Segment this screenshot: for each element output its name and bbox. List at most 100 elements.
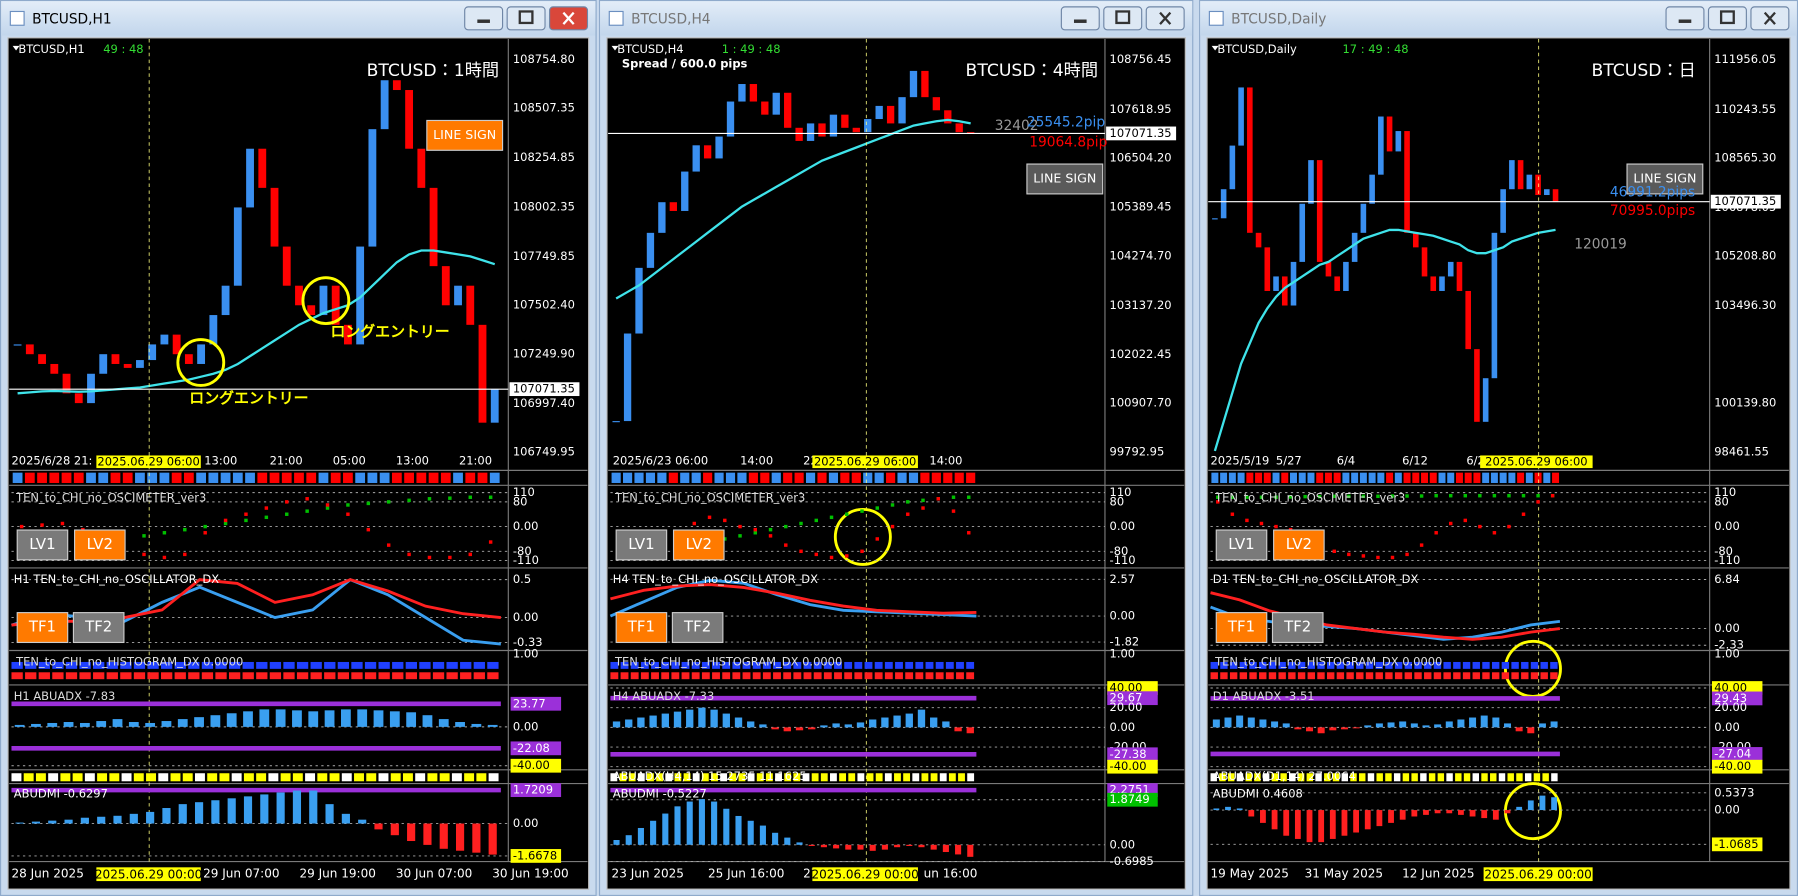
histogram-cell [446,672,458,680]
histogram-cell [1288,672,1296,680]
histogram-cell [1210,672,1218,680]
indicator-button[interactable] [16,529,69,561]
oscimeter-dot [305,497,309,501]
histogram-cell [762,661,771,669]
y-tick-label: -27.38 [1110,747,1147,761]
status-cell [243,773,254,782]
indicator-button[interactable] [1271,612,1324,644]
candle [1351,232,1358,262]
trend-block [1482,472,1490,483]
y-tick-label: 1.00 [1714,647,1740,661]
indicator-button[interactable] [1273,529,1325,561]
trend-block [657,472,667,483]
chart-window: BTCUSD,H1 108754.80 108507.35 108254.85 1080… [0,0,597,896]
histogram-cell [630,661,639,669]
oscimeter-dot [203,524,207,529]
histogram-cell [742,661,751,669]
y-tick-label: 0.00 [513,610,539,624]
candle [417,148,426,188]
indicator-button[interactable] [74,529,126,561]
panel-label: ABUADX(D1,14) 27.0064 [1213,769,1356,783]
status-cell [610,773,618,782]
minimize-button[interactable] [1060,6,1100,31]
maximize-button[interactable] [1707,6,1747,31]
histogram-cell [752,661,761,669]
oscimeter-dot [264,506,269,510]
histogram-cell [620,661,629,669]
indicator-button[interactable] [671,612,724,644]
dmi-bar [31,821,41,824]
current-price-label: 107071.35 [1714,194,1776,208]
candle [209,315,218,345]
line-sign-button[interactable] [1626,163,1704,195]
highlight-time: 2025.06.29 06:00 [97,454,199,468]
candle [1220,189,1227,219]
status-cell [256,773,267,782]
trend-block [428,472,439,483]
histogram-cell [1288,661,1296,669]
status-cell [930,773,938,782]
indicator-button[interactable] [72,612,125,644]
trend-block [367,472,378,483]
candle [1535,174,1541,196]
indicator-button[interactable] [1215,612,1268,644]
oscimeter-dot [1288,495,1293,499]
oscimeter-dot [427,497,432,501]
adx-bar [1457,719,1465,728]
oscimeter-dot [1463,518,1468,523]
histogram-cell [296,661,309,669]
candle [392,80,401,91]
candle [864,119,872,133]
histogram-cell [1443,661,1451,669]
pips-label: 70995.0pips [1610,203,1695,219]
candle [955,123,963,133]
histogram-cell [1365,672,1374,680]
tick-label-bg [1107,792,1158,807]
tick-label-bg [1107,691,1158,706]
y-tick-label: -27.04 [1714,746,1751,760]
close-glyph [562,11,575,25]
dmi-bar [967,844,974,857]
maximize-glyph [1719,10,1735,25]
maximize-button[interactable] [1103,6,1143,31]
oscimeter-dot [906,512,910,516]
indicator-button-label: LV2 [686,535,712,553]
dmi-bar [64,819,73,824]
oscimeter-dot [488,540,493,544]
status-cell [1481,773,1488,782]
maximize-button[interactable] [506,6,546,31]
adx-bar [966,727,974,734]
candle [1544,189,1550,196]
line-sign-button[interactable] [426,119,504,151]
dmi-bar [113,815,122,824]
pips-label: 120019 [1574,236,1627,252]
minimize-button[interactable] [1665,6,1705,31]
tick-label-bg [1711,681,1763,695]
indicator-button[interactable] [615,529,668,561]
line-sign-button[interactable] [1026,163,1104,195]
oscimeter-dot [386,500,391,504]
highlight-date: 2025.06.29 00:00 [1484,867,1591,881]
indicator-button[interactable] [1215,529,1268,561]
indicator-button[interactable] [672,529,725,561]
y-tick-label: 108754.80 [513,52,575,66]
dmi-bar [918,844,925,848]
histogram-cell [844,661,853,669]
histogram-cell [1278,661,1286,669]
dmi-bar [1481,810,1488,819]
indicator-button[interactable] [16,612,69,644]
status-cell [729,773,737,782]
minimize-button[interactable] [464,6,504,31]
candle [1273,276,1279,291]
panel-label: ABUDMI -0.6297 [14,786,108,800]
status-cell [637,773,645,782]
oscimeter-dot [325,503,330,507]
panel-label: ABUADX(H4,14) 15.2735 11.1625 [613,769,807,783]
highlight-bg [812,867,918,882]
histogram-cell [681,672,690,680]
histogram-cell [364,661,377,669]
status-cell [366,773,377,782]
oscimeter-dot [906,500,910,504]
status-cell [802,773,810,782]
indicator-button[interactable] [615,612,668,644]
